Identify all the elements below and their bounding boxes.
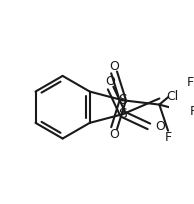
Text: O: O bbox=[109, 128, 119, 141]
Text: O: O bbox=[109, 60, 119, 73]
Text: F: F bbox=[186, 76, 193, 89]
Text: S: S bbox=[118, 107, 127, 121]
Text: S: S bbox=[118, 93, 127, 107]
Text: O: O bbox=[106, 75, 116, 89]
Text: F: F bbox=[165, 131, 171, 144]
Text: Cl: Cl bbox=[166, 90, 178, 103]
Text: O: O bbox=[155, 120, 165, 133]
Text: F: F bbox=[190, 105, 194, 118]
